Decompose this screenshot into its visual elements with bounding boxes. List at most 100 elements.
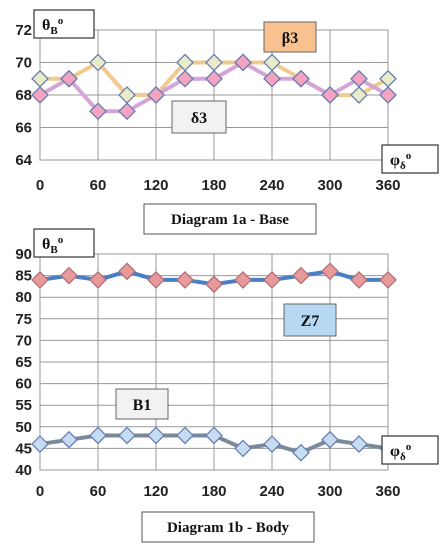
- x-axis-label-1-box: [381, 435, 439, 465]
- y-axis-label-1-symbol: θ: [42, 236, 50, 253]
- y-tick-label: 90: [15, 246, 32, 263]
- data-point: [147, 426, 165, 445]
- y-tick-label: 55: [15, 397, 32, 414]
- chart-title-0-group: Diagram 1a - Base: [143, 203, 317, 235]
- data-point: [379, 69, 397, 88]
- y-tick-label: 66: [15, 120, 32, 137]
- legend-box: [263, 21, 317, 53]
- y-tick-label: 64: [15, 152, 32, 169]
- data-point: [147, 271, 165, 289]
- x-axis-label-0-symbol: φ: [390, 152, 400, 169]
- data-point: [205, 426, 223, 445]
- x-tick-label: 300: [317, 483, 342, 500]
- legend-box: [171, 100, 227, 134]
- legend-label: Z7: [301, 313, 320, 330]
- y-axis-label-1-box: [33, 228, 95, 258]
- data-point: [60, 430, 78, 449]
- x-axis-label-1-superscript: o: [406, 441, 412, 453]
- data-point: [205, 69, 223, 88]
- x-axis-label-1-subscript: δ: [400, 451, 406, 463]
- legend-label: β3: [282, 30, 298, 47]
- x-tick-label: 300: [317, 177, 342, 194]
- data-point: [176, 426, 194, 445]
- y-axis-label-0-group: θBo: [33, 9, 95, 39]
- data-point: [176, 69, 194, 88]
- data-point: [263, 69, 281, 88]
- data-point: [321, 86, 339, 104]
- data-point: [350, 271, 368, 289]
- y-axis-label-0-subscript: B: [50, 25, 58, 37]
- data-point: [89, 102, 107, 121]
- data-point: [118, 262, 136, 281]
- data-point: [350, 86, 368, 104]
- y-tick-label: 85: [15, 268, 32, 285]
- legend-0-1: δ3: [171, 100, 227, 134]
- data-point: [292, 69, 310, 88]
- y-axis-label-1: θBo: [42, 234, 64, 256]
- legend-box: [115, 388, 169, 420]
- x-axis-label-1: φδo: [390, 441, 412, 463]
- chart-title: Diagram 1a - Base: [171, 212, 289, 228]
- y-tick-label: 45: [15, 440, 32, 457]
- chart-title-box: [143, 203, 317, 235]
- data-point: [60, 69, 78, 88]
- legend-1-1: B1: [115, 388, 169, 420]
- y-axis-label-0-box: [33, 9, 95, 39]
- x-tick-label: 240: [259, 483, 284, 500]
- data-point: [292, 443, 310, 462]
- chart-title-1-group: Diagram 1b - Body: [141, 511, 315, 543]
- data-point: [118, 426, 136, 445]
- y-axis-label-1-superscript: o: [58, 234, 64, 246]
- data-point: [89, 53, 107, 72]
- y-axis-label-0-superscript: o: [58, 15, 64, 27]
- data-point: [234, 53, 252, 72]
- y-tick-label: 80: [15, 289, 32, 306]
- x-axis-label-1-symbol: φ: [390, 443, 400, 460]
- legend-box: [283, 303, 337, 337]
- legend-label: B1: [133, 397, 152, 414]
- x-tick-label: 180: [201, 177, 226, 194]
- y-tick-label: 68: [15, 87, 32, 104]
- data-point: [60, 266, 78, 285]
- y-tick-label: 70: [15, 55, 32, 72]
- legend-0-0: β3: [263, 21, 317, 53]
- y-tick-label: 70: [15, 332, 32, 349]
- y-tick-label: 60: [15, 376, 32, 393]
- data-point: [263, 53, 281, 72]
- x-axis-label-1-group: φδo: [381, 435, 439, 465]
- x-axis-label-0: φδo: [390, 150, 412, 172]
- data-point: [89, 271, 107, 289]
- y-tick-label: 65: [15, 354, 32, 371]
- y-tick-label: 50: [15, 419, 32, 436]
- data-point: [234, 439, 252, 458]
- data-point: [379, 86, 397, 104]
- data-point: [292, 266, 310, 285]
- data-point: [234, 271, 252, 289]
- data-point: [263, 435, 281, 453]
- data-point: [263, 271, 281, 289]
- y-tick-label: 75: [15, 311, 32, 328]
- x-tick-label: 0: [36, 483, 44, 500]
- data-point: [31, 435, 49, 453]
- y-axis-label-0-symbol: θ: [42, 17, 50, 34]
- x-axis-label-0-group: φδo: [381, 144, 439, 174]
- y-tick-label: 40: [15, 462, 32, 479]
- data-point: [321, 262, 339, 281]
- y-tick-label: 72: [15, 22, 32, 39]
- legend-label: δ3: [191, 110, 207, 127]
- y-axis-label-1-group: θBo: [33, 228, 95, 258]
- x-tick-label: 360: [375, 177, 400, 194]
- x-tick-label: 60: [90, 483, 107, 500]
- data-point: [31, 271, 49, 289]
- data-point: [350, 69, 368, 88]
- legend-1-0: Z7: [283, 303, 337, 337]
- x-axis-label-0-box: [381, 144, 439, 174]
- data-point: [31, 69, 49, 88]
- x-axis-label-0-subscript: δ: [400, 160, 406, 172]
- data-point: [118, 102, 136, 121]
- x-tick-label: 120: [143, 177, 168, 194]
- chart-title-box: [141, 511, 315, 543]
- data-point: [350, 435, 368, 453]
- x-tick-label: 240: [259, 177, 284, 194]
